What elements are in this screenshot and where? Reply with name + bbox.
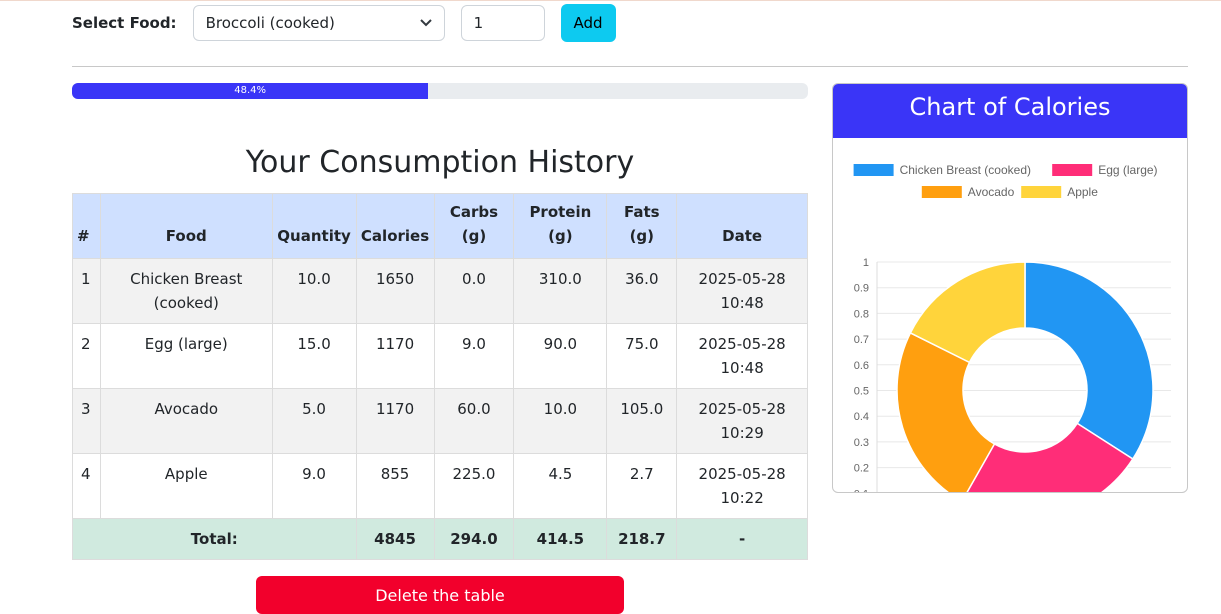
- column-header-fats-col: Fats (g): [606, 193, 678, 259]
- cell-num: 3: [72, 388, 101, 454]
- select-food-label: Select Food:: [72, 14, 177, 32]
- chart-title: Chart of Calories: [833, 84, 1187, 138]
- table-header-row: # Food Quantity Calories Carbs (g) Protein (g) F…: [72, 193, 808, 259]
- column-header-carbs-col: Carbs (g): [433, 193, 515, 259]
- cell-quantity: 10.0: [271, 258, 357, 324]
- table-row: 3 Avocado 5.0 1170 60.0 10.0 105.0 2025-05-28 10…: [72, 388, 808, 454]
- cell-num: 2: [72, 323, 101, 389]
- donut-slice: [966, 422, 1134, 492]
- legend-swatch: [853, 164, 894, 176]
- add-button[interactable]: Add: [560, 4, 616, 42]
- column-header-date-col: Date: [676, 193, 808, 259]
- cell-food: Avocado: [99, 388, 273, 454]
- column-header-quantity-col: Quantity: [271, 193, 357, 259]
- table-row: 1 Chicken Breast (cooked) 10.0 1650 0.0 310.0 3…: [72, 258, 808, 324]
- calorie-progress-bar: 48.4%: [72, 83, 429, 99]
- food-selector-row: Select Food: Broccoli (cooked) Add: [72, 4, 616, 42]
- total-protein: 414.5: [513, 518, 608, 560]
- cell-calories: 1650: [355, 258, 435, 324]
- total-calories: 4845: [355, 518, 435, 560]
- cell-carbs: 0.0: [433, 258, 515, 324]
- cell-date: 2025-05-28 10:22: [676, 453, 808, 519]
- table-row: 4 Apple 9.0 855 225.0 4.5 2.7 2025-05-28 10:22: [72, 453, 808, 519]
- total-fats: 218.7: [606, 518, 678, 560]
- y-tick-label: 0.7: [854, 334, 869, 346]
- total-carbs: 294.0: [433, 518, 515, 560]
- donut-slice: [909, 261, 1026, 364]
- quantity-input[interactable]: [460, 5, 545, 41]
- column-header-protein-col: Protein (g): [513, 193, 608, 259]
- total-row: Total: 4845 294.0 414.5 218.7 -: [72, 518, 808, 560]
- cell-calories: 1170: [355, 388, 435, 454]
- cell-fats: 2.7: [606, 453, 678, 519]
- cell-date: 2025-05-28 10:29: [676, 388, 808, 454]
- consumption-table: # Food Quantity Calories Carbs (g) Protein (g) F…: [72, 193, 808, 560]
- legend-label: Chicken Breast (cooked): [900, 163, 1031, 177]
- y-tick-label: 0.4: [854, 411, 869, 423]
- cell-food: Apple: [99, 453, 273, 519]
- calories-donut-chart: Chicken Breast (cooked) Egg (large) Avocad…: [853, 163, 1171, 492]
- cell-quantity: 5.0: [271, 388, 357, 454]
- legend-swatch: [1052, 164, 1093, 176]
- cell-protein: 90.0: [513, 323, 608, 389]
- y-tick-label: 0.8: [854, 308, 869, 320]
- legend-swatch: [921, 186, 962, 198]
- divider: [72, 66, 1188, 67]
- donut-slice: [896, 331, 996, 492]
- history-title: Your Consumption History: [245, 145, 635, 180]
- cell-quantity: 15.0: [271, 323, 357, 389]
- cell-protein: 4.5: [513, 453, 608, 519]
- total-date: -: [676, 518, 808, 560]
- legend-swatch: [1021, 186, 1062, 198]
- food-select[interactable]: Broccoli (cooked): [192, 5, 445, 41]
- y-tick-label: 0.6: [854, 360, 869, 372]
- cell-fats: 36.0: [606, 258, 678, 324]
- donut-slice: [1024, 261, 1154, 461]
- cell-num: 1: [72, 258, 101, 324]
- cell-date: 2025-05-28 10:48: [676, 258, 808, 324]
- legend-label: Egg (large): [1098, 163, 1157, 177]
- chevron-down-icon: [419, 19, 432, 27]
- y-tick-label: 0.1: [854, 488, 869, 492]
- y-tick-label: 0.3: [854, 437, 869, 449]
- cell-protein: 10.0: [513, 388, 608, 454]
- total-label: Total:: [72, 518, 357, 560]
- delete-table-button[interactable]: Delete the table: [256, 576, 624, 614]
- column-header-calories-col: Calories: [355, 193, 435, 259]
- legend-label: Avocado: [968, 185, 1015, 199]
- y-tick-label: 1: [863, 257, 869, 269]
- calorie-progress: 48.4%: [72, 83, 808, 99]
- cell-num: 4: [72, 453, 101, 519]
- cell-food: Egg (large): [99, 323, 273, 389]
- column-header-food-col: Food: [99, 193, 273, 259]
- y-tick-label: 0.5: [854, 386, 869, 398]
- y-tick-label: 0.9: [854, 283, 869, 295]
- calories-chart-card: Chart of Calories Chicken Breast (cooked…: [832, 83, 1188, 493]
- column-header-num-col: #: [72, 193, 101, 259]
- cell-calories: 1170: [355, 323, 435, 389]
- y-tick-label: 0.2: [854, 463, 869, 475]
- cell-calories: 855: [355, 453, 435, 519]
- cell-carbs: 60.0: [433, 388, 515, 454]
- top-border: [0, 0, 1221, 1]
- cell-fats: 75.0: [606, 323, 678, 389]
- cell-carbs: 9.0: [433, 323, 515, 389]
- food-select-value: Broccoli (cooked): [205, 14, 335, 32]
- cell-date: 2025-05-28 10:48: [676, 323, 808, 389]
- cell-carbs: 225.0: [433, 453, 515, 519]
- cell-fats: 105.0: [606, 388, 678, 454]
- cell-quantity: 9.0: [271, 453, 357, 519]
- legend-label: Apple: [1067, 185, 1098, 199]
- table-row: 2 Egg (large) 15.0 1170 9.0 90.0 75.0 2025-05-2…: [72, 323, 808, 389]
- cell-food: Chicken Breast (cooked): [99, 258, 273, 324]
- cell-protein: 310.0: [513, 258, 608, 324]
